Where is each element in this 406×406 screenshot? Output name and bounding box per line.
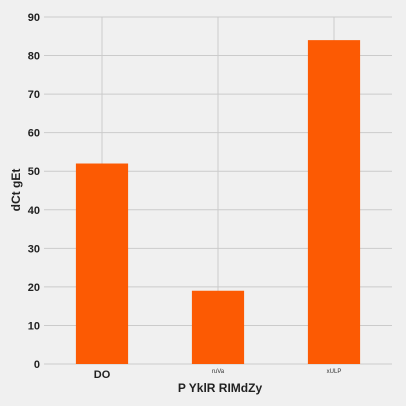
y-axis-label: dCt gEt	[9, 169, 23, 212]
y-tick-label-4: 40	[28, 205, 40, 217]
y-tick-label-5: 50	[28, 166, 40, 178]
y-tick-label-7: 70	[28, 89, 40, 101]
bar-xULP	[307, 40, 361, 365]
y-tick-label-0: 0	[34, 359, 40, 371]
y-tick-labels: 0 10 20 30 40 50 60 70 80 90	[28, 12, 40, 371]
x-tick-labels: DO ruVa xULP	[94, 369, 342, 381]
bar-ruVa	[191, 290, 245, 364]
y-tick-label-2: 20	[28, 282, 40, 294]
y-tick-label-8: 80	[28, 51, 40, 63]
bar-layer	[75, 40, 361, 365]
x-tick-label-0: DO	[94, 369, 111, 381]
y-tick-label-1: 10	[28, 320, 40, 332]
x-tick-label-2: xULP	[327, 369, 342, 375]
y-tick-label-9: 90	[28, 12, 40, 24]
y-tick-label-3: 30	[28, 243, 40, 255]
x-tick-label-1: ruVa	[212, 369, 225, 375]
x-axis-label: P YklR RIMdZy	[178, 381, 263, 395]
bar-DO	[75, 163, 129, 364]
y-tick-label-6: 60	[28, 128, 40, 140]
